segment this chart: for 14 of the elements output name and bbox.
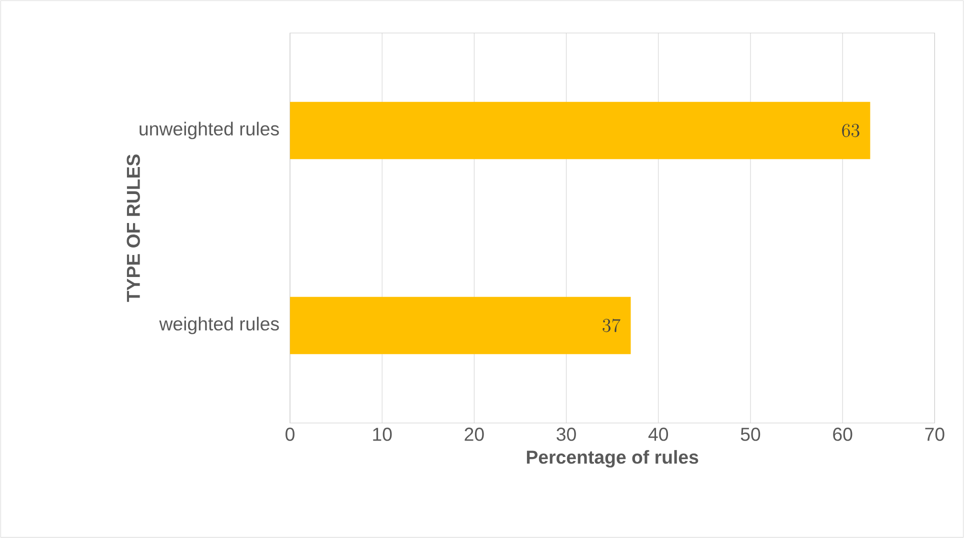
x-tick-label: 20 <box>464 428 484 441</box>
x-tick-label: 10 <box>373 428 392 441</box>
data-label: 37 <box>602 318 620 332</box>
y-axis-title: TYPE OF RULES <box>126 154 140 302</box>
y-tick-label: weighted rules <box>159 316 279 334</box>
x-tick-label: 40 <box>648 428 668 441</box>
x-tick-label: 50 <box>740 428 760 441</box>
x-axis-title: Percentage of rules <box>526 450 698 468</box>
x-tick-label: 70 <box>925 428 944 441</box>
y-tick-label: unweighted rules <box>140 122 279 140</box>
x-tick-label: 60 <box>833 428 852 441</box>
x-tick-label: 0 <box>286 428 294 441</box>
data-label: 63 <box>842 124 860 138</box>
x-tick-label: 30 <box>556 428 576 441</box>
